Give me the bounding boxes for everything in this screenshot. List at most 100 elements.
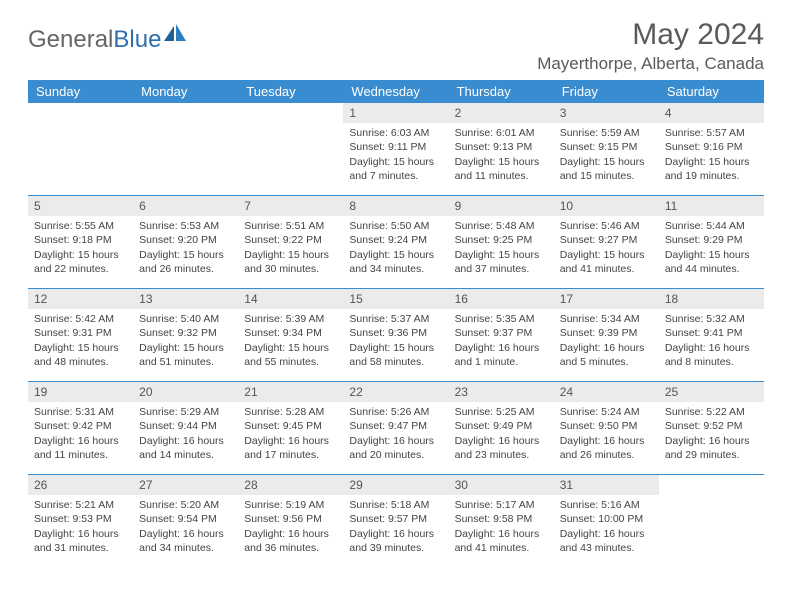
sunrise-text: Sunrise: 5:34 AM [560, 312, 653, 326]
day-cell: 8Sunrise: 5:50 AMSunset: 9:24 PMDaylight… [343, 196, 448, 288]
sunrise-text: Sunrise: 5:48 AM [455, 219, 548, 233]
weeks-container: 1Sunrise: 6:03 AMSunset: 9:11 PMDaylight… [28, 103, 764, 567]
sunset-text: Sunset: 9:54 PM [139, 512, 232, 526]
daylight-text: Daylight: 15 hours and 11 minutes. [455, 155, 548, 183]
day-cell: 7Sunrise: 5:51 AMSunset: 9:22 PMDaylight… [238, 196, 343, 288]
day-cell: 18Sunrise: 5:32 AMSunset: 9:41 PMDayligh… [659, 289, 764, 381]
sunset-text: Sunset: 9:31 PM [34, 326, 127, 340]
sunrise-text: Sunrise: 5:18 AM [349, 498, 442, 512]
day-cell: 21Sunrise: 5:28 AMSunset: 9:45 PMDayligh… [238, 382, 343, 474]
daylight-text: Daylight: 15 hours and 58 minutes. [349, 341, 442, 369]
day-body: Sunrise: 5:57 AMSunset: 9:16 PMDaylight:… [659, 123, 764, 187]
day-cell: 19Sunrise: 5:31 AMSunset: 9:42 PMDayligh… [28, 382, 133, 474]
daylight-text: Daylight: 15 hours and 55 minutes. [244, 341, 337, 369]
sunset-text: Sunset: 9:41 PM [665, 326, 758, 340]
week-row: 26Sunrise: 5:21 AMSunset: 9:53 PMDayligh… [28, 475, 764, 567]
daylight-text: Daylight: 15 hours and 41 minutes. [560, 248, 653, 276]
sunrise-text: Sunrise: 5:53 AM [139, 219, 232, 233]
sunset-text: Sunset: 9:39 PM [560, 326, 653, 340]
day-cell: 14Sunrise: 5:39 AMSunset: 9:34 PMDayligh… [238, 289, 343, 381]
day-body: Sunrise: 5:59 AMSunset: 9:15 PMDaylight:… [554, 123, 659, 187]
day-body: Sunrise: 5:51 AMSunset: 9:22 PMDaylight:… [238, 216, 343, 280]
day-cell: 16Sunrise: 5:35 AMSunset: 9:37 PMDayligh… [449, 289, 554, 381]
day-body: Sunrise: 5:20 AMSunset: 9:54 PMDaylight:… [133, 495, 238, 559]
day-number: 13 [133, 289, 238, 309]
day-cell: 2Sunrise: 6:01 AMSunset: 9:13 PMDaylight… [449, 103, 554, 195]
daylight-text: Daylight: 15 hours and 51 minutes. [139, 341, 232, 369]
day-cell: 5Sunrise: 5:55 AMSunset: 9:18 PMDaylight… [28, 196, 133, 288]
day-header-cell: Friday [554, 80, 659, 103]
day-number: 15 [343, 289, 448, 309]
day-header-cell: Saturday [659, 80, 764, 103]
day-cell: 26Sunrise: 5:21 AMSunset: 9:53 PMDayligh… [28, 475, 133, 567]
title-block: May 2024 Mayerthorpe, Alberta, Canada [537, 18, 764, 74]
day-cell: 11Sunrise: 5:44 AMSunset: 9:29 PMDayligh… [659, 196, 764, 288]
day-number: 2 [449, 103, 554, 123]
sunrise-text: Sunrise: 5:21 AM [34, 498, 127, 512]
sunset-text: Sunset: 9:57 PM [349, 512, 442, 526]
daylight-text: Daylight: 16 hours and 14 minutes. [139, 434, 232, 462]
daylight-text: Daylight: 16 hours and 11 minutes. [34, 434, 127, 462]
sunset-text: Sunset: 9:29 PM [665, 233, 758, 247]
daylight-text: Daylight: 16 hours and 29 minutes. [665, 434, 758, 462]
sunrise-text: Sunrise: 5:22 AM [665, 405, 758, 419]
day-cell: 1Sunrise: 6:03 AMSunset: 9:11 PMDaylight… [343, 103, 448, 195]
sunset-text: Sunset: 9:47 PM [349, 419, 442, 433]
day-cell: 22Sunrise: 5:26 AMSunset: 9:47 PMDayligh… [343, 382, 448, 474]
day-cell [238, 103, 343, 195]
day-number: 20 [133, 382, 238, 402]
day-header-cell: Thursday [449, 80, 554, 103]
day-number: 28 [238, 475, 343, 495]
week-row: 1Sunrise: 6:03 AMSunset: 9:11 PMDaylight… [28, 103, 764, 196]
sunrise-text: Sunrise: 5:31 AM [34, 405, 127, 419]
day-number: 9 [449, 196, 554, 216]
daylight-text: Daylight: 15 hours and 44 minutes. [665, 248, 758, 276]
day-body: Sunrise: 5:19 AMSunset: 9:56 PMDaylight:… [238, 495, 343, 559]
day-number: 25 [659, 382, 764, 402]
day-number: 11 [659, 196, 764, 216]
daylight-text: Daylight: 16 hours and 8 minutes. [665, 341, 758, 369]
sunset-text: Sunset: 9:56 PM [244, 512, 337, 526]
sunset-text: Sunset: 9:27 PM [560, 233, 653, 247]
day-body: Sunrise: 5:31 AMSunset: 9:42 PMDaylight:… [28, 402, 133, 466]
week-row: 5Sunrise: 5:55 AMSunset: 9:18 PMDaylight… [28, 196, 764, 289]
daylight-text: Daylight: 16 hours and 34 minutes. [139, 527, 232, 555]
day-body: Sunrise: 5:37 AMSunset: 9:36 PMDaylight:… [343, 309, 448, 373]
daylight-text: Daylight: 15 hours and 7 minutes. [349, 155, 442, 183]
day-number: 17 [554, 289, 659, 309]
day-cell [28, 103, 133, 195]
sunset-text: Sunset: 9:34 PM [244, 326, 337, 340]
sunset-text: Sunset: 9:13 PM [455, 140, 548, 154]
daylight-text: Daylight: 15 hours and 26 minutes. [139, 248, 232, 276]
sunset-text: Sunset: 9:53 PM [34, 512, 127, 526]
day-body: Sunrise: 5:46 AMSunset: 9:27 PMDaylight:… [554, 216, 659, 280]
day-body: Sunrise: 5:16 AMSunset: 10:00 PMDaylight… [554, 495, 659, 559]
day-body: Sunrise: 6:03 AMSunset: 9:11 PMDaylight:… [343, 123, 448, 187]
day-header-cell: Tuesday [238, 80, 343, 103]
sunrise-text: Sunrise: 5:57 AM [665, 126, 758, 140]
daylight-text: Daylight: 16 hours and 36 minutes. [244, 527, 337, 555]
day-number: 19 [28, 382, 133, 402]
sunrise-text: Sunrise: 5:28 AM [244, 405, 337, 419]
day-number: 18 [659, 289, 764, 309]
daylight-text: Daylight: 16 hours and 17 minutes. [244, 434, 337, 462]
day-body: Sunrise: 5:26 AMSunset: 9:47 PMDaylight:… [343, 402, 448, 466]
daylight-text: Daylight: 15 hours and 48 minutes. [34, 341, 127, 369]
daylight-text: Daylight: 16 hours and 26 minutes. [560, 434, 653, 462]
daylight-text: Daylight: 15 hours and 19 minutes. [665, 155, 758, 183]
sunrise-text: Sunrise: 5:59 AM [560, 126, 653, 140]
daylight-text: Daylight: 16 hours and 41 minutes. [455, 527, 548, 555]
daylight-text: Daylight: 15 hours and 30 minutes. [244, 248, 337, 276]
day-cell: 24Sunrise: 5:24 AMSunset: 9:50 PMDayligh… [554, 382, 659, 474]
sunset-text: Sunset: 9:32 PM [139, 326, 232, 340]
week-row: 19Sunrise: 5:31 AMSunset: 9:42 PMDayligh… [28, 382, 764, 475]
calendar: SundayMondayTuesdayWednesdayThursdayFrid… [28, 80, 764, 567]
day-cell [133, 103, 238, 195]
day-body: Sunrise: 5:40 AMSunset: 9:32 PMDaylight:… [133, 309, 238, 373]
sunset-text: Sunset: 9:11 PM [349, 140, 442, 154]
day-number: 1 [343, 103, 448, 123]
header: GeneralBlue May 2024 Mayerthorpe, Albert… [28, 18, 764, 74]
sunrise-text: Sunrise: 5:40 AM [139, 312, 232, 326]
day-body: Sunrise: 5:35 AMSunset: 9:37 PMDaylight:… [449, 309, 554, 373]
logo-text-general: General [28, 26, 113, 54]
